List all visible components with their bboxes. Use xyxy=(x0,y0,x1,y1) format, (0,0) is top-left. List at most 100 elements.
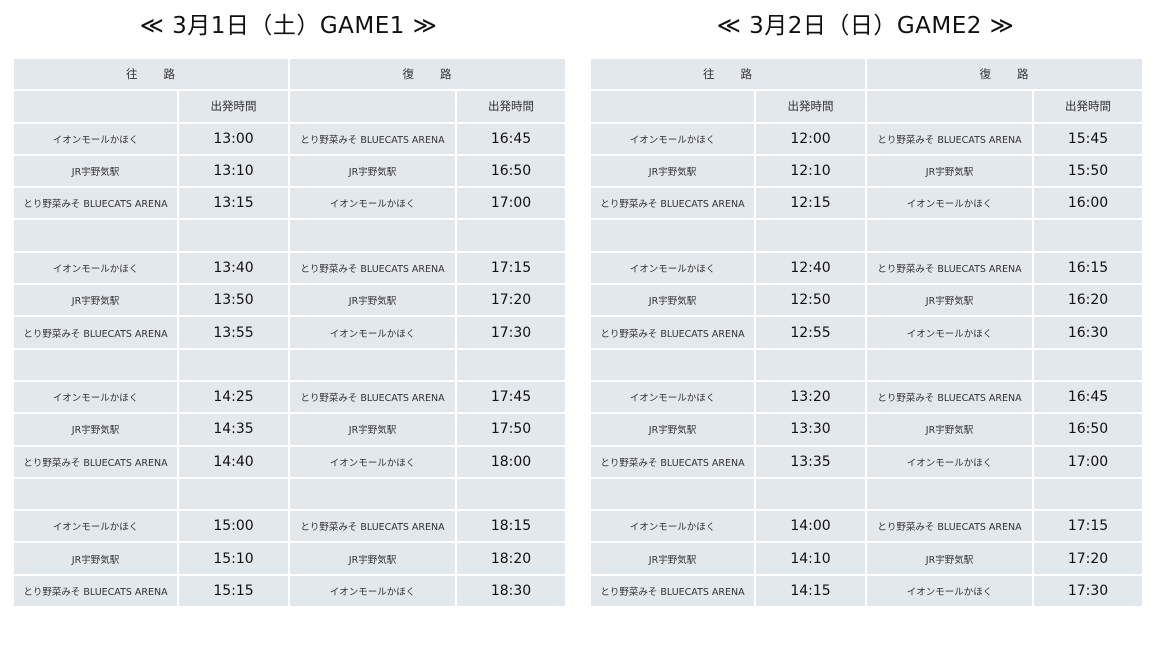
return-time: 18:00 xyxy=(455,444,567,479)
return-stop-header xyxy=(865,89,1034,124)
table-row: イオンモールかほく 15:00 とり野菜みそ BLUECATS ARENA 18:15 xyxy=(12,509,567,544)
outbound-stop: イオンモールかほく xyxy=(589,121,756,156)
return-time: 17:15 xyxy=(455,250,567,286)
outbound-time: 14:10 xyxy=(754,541,867,576)
outbound-stop: とり野菜みそ BLUECATS ARENA xyxy=(589,573,756,609)
table-row: イオンモールかほく 13:40 とり野菜みそ BLUECATS ARENA 17:15 xyxy=(12,250,567,286)
return-stop: イオンモールかほく xyxy=(288,444,457,479)
outbound-stop: JR宇野気駅 xyxy=(589,541,756,576)
outbound-stop: とり野菜みそ BLUECATS ARENA xyxy=(12,315,179,350)
return-stop: JR宇野気駅 xyxy=(865,153,1034,189)
return-time: 17:00 xyxy=(1032,444,1144,479)
return-stop: とり野菜みそ BLUECATS ARENA xyxy=(865,250,1034,286)
outbound-time xyxy=(754,347,867,382)
direction-header-row: 往 路復 路 xyxy=(12,56,567,92)
outbound-stop: とり野菜みそ BLUECATS ARENA xyxy=(589,186,756,221)
return-stop: とり野菜みそ BLUECATS ARENA xyxy=(288,379,457,415)
return-time-header: 出発時間 xyxy=(455,89,567,124)
return-time: 16:45 xyxy=(1032,379,1144,415)
table-row: イオンモールかほく 13:20 とり野菜みそ BLUECATS ARENA 16:45 xyxy=(589,379,1144,415)
outbound-time: 13:30 xyxy=(754,412,867,447)
return-header: 復 路 xyxy=(865,56,1144,92)
return-time: 16:50 xyxy=(455,153,567,189)
return-time xyxy=(1032,218,1144,253)
return-stop: イオンモールかほく xyxy=(288,186,457,221)
shuttle-timetable: 往 路復 路出発時間 出発時間 イオンモールかほく 13:00 とり野菜みそ BLUEC… xyxy=(12,56,567,609)
outbound-time: 14:40 xyxy=(177,444,290,479)
outbound-time: 12:55 xyxy=(754,315,867,350)
return-time: 16:20 xyxy=(1032,283,1144,318)
return-time: 18:20 xyxy=(455,541,567,576)
outbound-header: 往 路 xyxy=(12,56,290,92)
spacer-row xyxy=(589,347,1144,382)
table-row: とり野菜みそ BLUECATS ARENA 12:15 イオンモールかほく 16:00 xyxy=(589,186,1144,221)
outbound-stop: とり野菜みそ BLUECATS ARENA xyxy=(12,186,179,221)
outbound-time: 13:50 xyxy=(177,283,290,318)
return-time xyxy=(455,218,567,253)
return-time: 17:45 xyxy=(455,379,567,415)
return-header: 復 路 xyxy=(288,56,567,92)
return-stop: イオンモールかほく xyxy=(865,186,1034,221)
table-row: JR宇野気駅 14:35 JR宇野気駅 17:50 xyxy=(12,412,567,447)
spacer-row xyxy=(12,476,567,512)
return-stop xyxy=(865,476,1034,512)
return-time xyxy=(1032,347,1144,382)
return-time: 15:45 xyxy=(1032,121,1144,156)
outbound-stop xyxy=(12,347,179,382)
return-stop: とり野菜みそ BLUECATS ARENA xyxy=(865,509,1034,544)
return-stop: JR宇野気駅 xyxy=(288,283,457,318)
table-row: とり野菜みそ BLUECATS ARENA 14:15 イオンモールかほく 17:30 xyxy=(589,573,1144,609)
outbound-time: 12:15 xyxy=(754,186,867,221)
outbound-stop: イオンモールかほく xyxy=(589,509,756,544)
return-time: 16:50 xyxy=(1032,412,1144,447)
outbound-stop: JR宇野気駅 xyxy=(12,153,179,189)
table-row: JR宇野気駅 14:10 JR宇野気駅 17:20 xyxy=(589,541,1144,576)
outbound-time xyxy=(754,218,867,253)
return-time: 16:15 xyxy=(1032,250,1144,286)
return-time: 17:20 xyxy=(455,283,567,318)
outbound-stop-header xyxy=(589,89,756,124)
column-header-row: 出発時間 出発時間 xyxy=(589,89,1144,124)
return-time: 18:30 xyxy=(455,573,567,609)
outbound-stop xyxy=(12,218,179,253)
outbound-time: 13:40 xyxy=(177,250,290,286)
return-time: 17:30 xyxy=(1032,573,1144,609)
table-row: とり野菜みそ BLUECATS ARENA 13:35 イオンモールかほく 17:00 xyxy=(589,444,1144,479)
table-row: JR宇野気駅 13:50 JR宇野気駅 17:20 xyxy=(12,283,567,318)
spacer-row xyxy=(589,476,1144,512)
outbound-stop: イオンモールかほく xyxy=(12,121,179,156)
outbound-time: 14:25 xyxy=(177,379,290,415)
return-stop: イオンモールかほく xyxy=(865,573,1034,609)
outbound-time: 12:50 xyxy=(754,283,867,318)
table-row: イオンモールかほく 14:25 とり野菜みそ BLUECATS ARENA 17:45 xyxy=(12,379,567,415)
outbound-stop xyxy=(12,476,179,512)
table-row: とり野菜みそ BLUECATS ARENA 12:55 イオンモールかほく 16:30 xyxy=(589,315,1144,350)
shuttle-timetable: 往 路復 路出発時間 出発時間 イオンモールかほく 12:00 とり野菜みそ BLUEC… xyxy=(589,56,1144,609)
table-row: イオンモールかほく 12:00 とり野菜みそ BLUECATS ARENA 15:45 xyxy=(589,121,1144,156)
direction-header-row: 往 路復 路 xyxy=(589,56,1144,92)
table-row: とり野菜みそ BLUECATS ARENA 13:15 イオンモールかほく 17:00 xyxy=(12,186,567,221)
outbound-time: 15:00 xyxy=(177,509,290,544)
outbound-time: 14:35 xyxy=(177,412,290,447)
outbound-stop: とり野菜みそ BLUECATS ARENA xyxy=(589,444,756,479)
return-stop xyxy=(865,347,1034,382)
return-stop-header xyxy=(288,89,457,124)
outbound-stop: とり野菜みそ BLUECATS ARENA xyxy=(12,573,179,609)
table-row: イオンモールかほく 13:00 とり野菜みそ BLUECATS ARENA 16:45 xyxy=(12,121,567,156)
return-stop: JR宇野気駅 xyxy=(288,412,457,447)
outbound-stop: JR宇野気駅 xyxy=(589,412,756,447)
spacer-row xyxy=(589,218,1144,253)
outbound-time: 13:00 xyxy=(177,121,290,156)
game-2-schedule: ≪ 3月2日（日）GAME2 ≫ 往 路復 路出発時間 出発時間 イオンモールかほく 1… xyxy=(589,0,1144,609)
return-time: 17:15 xyxy=(1032,509,1144,544)
outbound-time: 13:20 xyxy=(754,379,867,415)
return-time: 17:20 xyxy=(1032,541,1144,576)
return-time: 16:45 xyxy=(455,121,567,156)
return-stop xyxy=(288,476,457,512)
return-stop: とり野菜みそ BLUECATS ARENA xyxy=(865,121,1034,156)
outbound-stop: イオンモールかほく xyxy=(589,250,756,286)
outbound-stop: JR宇野気駅 xyxy=(589,153,756,189)
outbound-time: 15:10 xyxy=(177,541,290,576)
table-row: イオンモールかほく 12:40 とり野菜みそ BLUECATS ARENA 16:15 xyxy=(589,250,1144,286)
outbound-time: 15:15 xyxy=(177,573,290,609)
